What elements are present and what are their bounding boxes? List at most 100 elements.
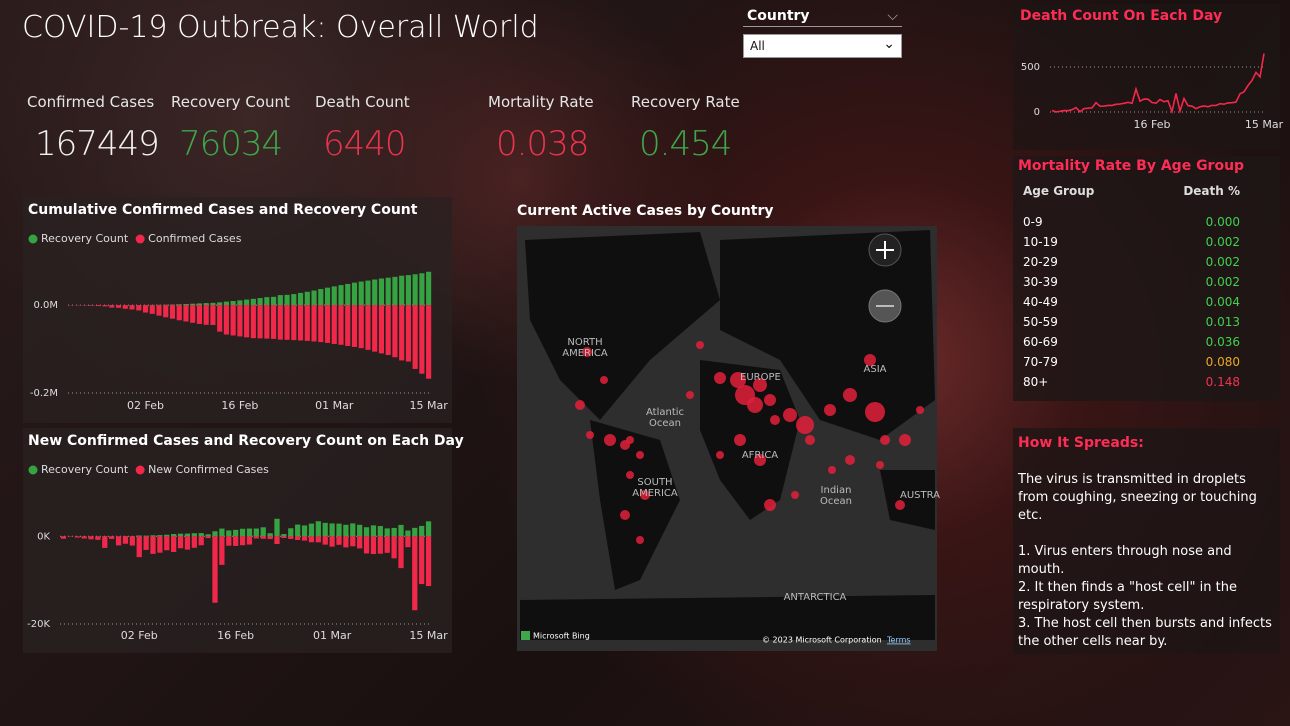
bar xyxy=(329,523,335,537)
case-bubble xyxy=(880,435,890,445)
case-bubble xyxy=(640,490,650,500)
bar xyxy=(177,533,184,537)
bar xyxy=(365,305,371,350)
bar xyxy=(357,536,363,549)
table-row: 80+ 0.148 xyxy=(1018,372,1240,392)
bar xyxy=(230,301,236,306)
x-tick-label: 01 Mar xyxy=(315,399,354,412)
case-bubble xyxy=(783,408,797,422)
bar xyxy=(338,305,344,345)
case-bubble xyxy=(824,404,836,416)
map-label: ANTARCTICA xyxy=(783,592,847,603)
bar xyxy=(237,305,243,337)
bar xyxy=(426,271,432,306)
bar xyxy=(237,300,243,306)
info-title: How It Spreads: xyxy=(1018,435,1144,451)
bar xyxy=(343,524,349,537)
bar xyxy=(318,289,324,306)
bar xyxy=(281,534,287,537)
bar xyxy=(239,536,246,546)
bar xyxy=(419,525,425,537)
x-tick-label: 15 Mar xyxy=(409,629,448,642)
bar xyxy=(267,533,273,537)
bar xyxy=(358,281,364,306)
bar xyxy=(122,536,129,544)
bar xyxy=(277,295,283,306)
bar xyxy=(217,302,223,306)
table-title: Mortality Rate By Age Group xyxy=(1018,158,1245,174)
kpi-value: 167449 xyxy=(35,124,160,164)
bar xyxy=(88,536,94,540)
bar xyxy=(191,533,197,537)
kpi-label: Recovery Rate xyxy=(631,93,740,111)
bar xyxy=(385,305,391,356)
bar xyxy=(357,524,363,537)
bar xyxy=(338,285,344,306)
bar xyxy=(405,530,411,537)
bar xyxy=(157,535,163,537)
bar xyxy=(284,294,290,306)
bar xyxy=(336,523,342,537)
zoom-in-icon xyxy=(876,241,894,259)
case-bubble xyxy=(805,435,815,445)
y-tick-label: 500 xyxy=(1021,62,1040,73)
bar xyxy=(250,305,256,339)
bar xyxy=(226,530,232,537)
kpi-value: 6440 xyxy=(323,124,407,164)
bar xyxy=(198,536,204,546)
x-tick-label: 02 Feb xyxy=(127,399,164,412)
info-panel: How It Spreads: The virus is transmitted… xyxy=(1018,434,1273,651)
continents xyxy=(520,230,935,640)
bar xyxy=(196,303,203,306)
bar xyxy=(311,305,317,342)
case-bubble xyxy=(636,536,644,544)
death-pct: 0.002 xyxy=(1205,255,1240,269)
bar xyxy=(81,536,87,539)
age-group: 0-9 xyxy=(1023,215,1043,229)
bar xyxy=(363,536,370,554)
info-paragraph: 2. It then finds a "host cell" in the re… xyxy=(1018,580,1237,613)
case-bubble xyxy=(604,434,616,446)
bar xyxy=(267,536,273,540)
bar xyxy=(109,305,115,308)
bar xyxy=(246,536,253,545)
x-tick-label: 02 Feb xyxy=(121,629,158,642)
bar xyxy=(372,305,378,352)
map-terms[interactable]: Terms xyxy=(886,636,911,645)
bar xyxy=(156,305,162,316)
filter-dropdown[interactable]: All ⌄ xyxy=(743,34,902,58)
table-header: Age Group Death % xyxy=(1023,184,1240,198)
bar xyxy=(392,276,398,306)
death-pct: 0.004 xyxy=(1205,295,1240,309)
bar xyxy=(350,523,356,537)
legend-label: Recovery Count xyxy=(41,463,129,476)
case-bubble xyxy=(734,434,746,446)
bar xyxy=(291,294,297,306)
bar xyxy=(370,525,377,537)
bar xyxy=(274,536,280,544)
bar xyxy=(223,305,229,335)
case-bubbles xyxy=(575,341,924,544)
bar xyxy=(281,536,287,539)
bar xyxy=(226,536,232,546)
bar xyxy=(322,522,328,537)
bar xyxy=(122,305,128,309)
y-tick-label: 0 xyxy=(1034,107,1040,118)
x-tick-label: 16 Feb xyxy=(217,629,254,642)
bar xyxy=(95,305,101,307)
case-bubble xyxy=(764,499,776,511)
legend-marker xyxy=(28,234,38,244)
bar xyxy=(198,533,204,537)
bar xyxy=(377,536,383,554)
bar xyxy=(89,305,95,306)
bar xyxy=(370,536,377,555)
age-group: 40-49 xyxy=(1023,295,1058,309)
table-row: 40-49 0.004 xyxy=(1018,292,1240,312)
chart-title: New Confirmed Cases and Recovery Count o… xyxy=(28,433,464,449)
bar xyxy=(419,273,425,306)
zoom-controls xyxy=(868,233,902,323)
bar xyxy=(264,297,270,306)
death-pct: 0.036 xyxy=(1205,335,1240,349)
map-label: NORTH AMERICA xyxy=(562,337,608,359)
